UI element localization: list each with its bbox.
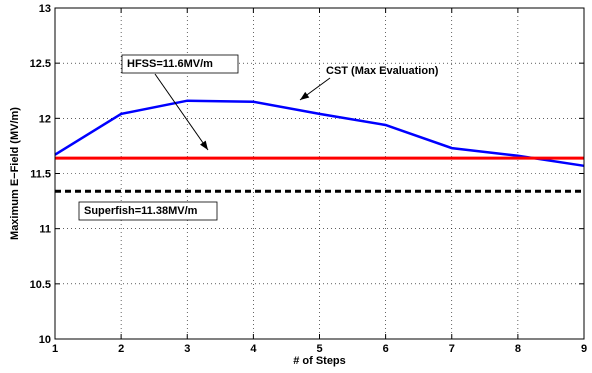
y-tick-label: 12 [39, 113, 51, 125]
y-tick-label: 10 [39, 334, 51, 346]
y-tick-label: 11 [39, 224, 51, 236]
series-layer [54, 99, 585, 193]
x-tick-label: 7 [449, 343, 455, 355]
cst-series-line [54, 99, 585, 168]
x-axis-label: # of Steps [293, 355, 346, 367]
y-axis-label: Maximum E−Field (MV/m) [9, 107, 21, 240]
hfss-annotation-text: HFSS=11.6MV/m [127, 58, 213, 70]
x-tick-label: 8 [515, 343, 521, 355]
x-tick-label: 9 [581, 343, 587, 355]
cst-annotation-text: CST (Max Evaluation) [326, 65, 439, 77]
x-tick-label: 4 [250, 343, 257, 355]
x-tick-label: 6 [383, 343, 389, 355]
y-tick-label: 12.5 [30, 58, 51, 70]
y-tick-label: 13 [39, 3, 51, 15]
x-tick-label: 2 [118, 343, 124, 355]
superfish-annotation-box [78, 201, 218, 221]
y-tick-label: 11.5 [30, 169, 51, 181]
annotations: HFSS=11.6MV/m CST (Max Evaluation) Superfi… [78, 54, 439, 221]
hfss-annotation-arrow [154, 73, 209, 151]
x-tick-label: 3 [184, 343, 190, 355]
y-tick-label: 10.5 [30, 279, 51, 291]
x-tick-label: 5 [316, 343, 322, 355]
hfss-annotation-arrowhead [200, 140, 208, 150]
hfss-annotation-box [121, 54, 239, 74]
x-tick-label: 1 [52, 343, 58, 355]
superfish-annotation-text: Superfish=11.38MV/m [84, 205, 198, 217]
cst-annotation-arrowhead [300, 91, 310, 100]
